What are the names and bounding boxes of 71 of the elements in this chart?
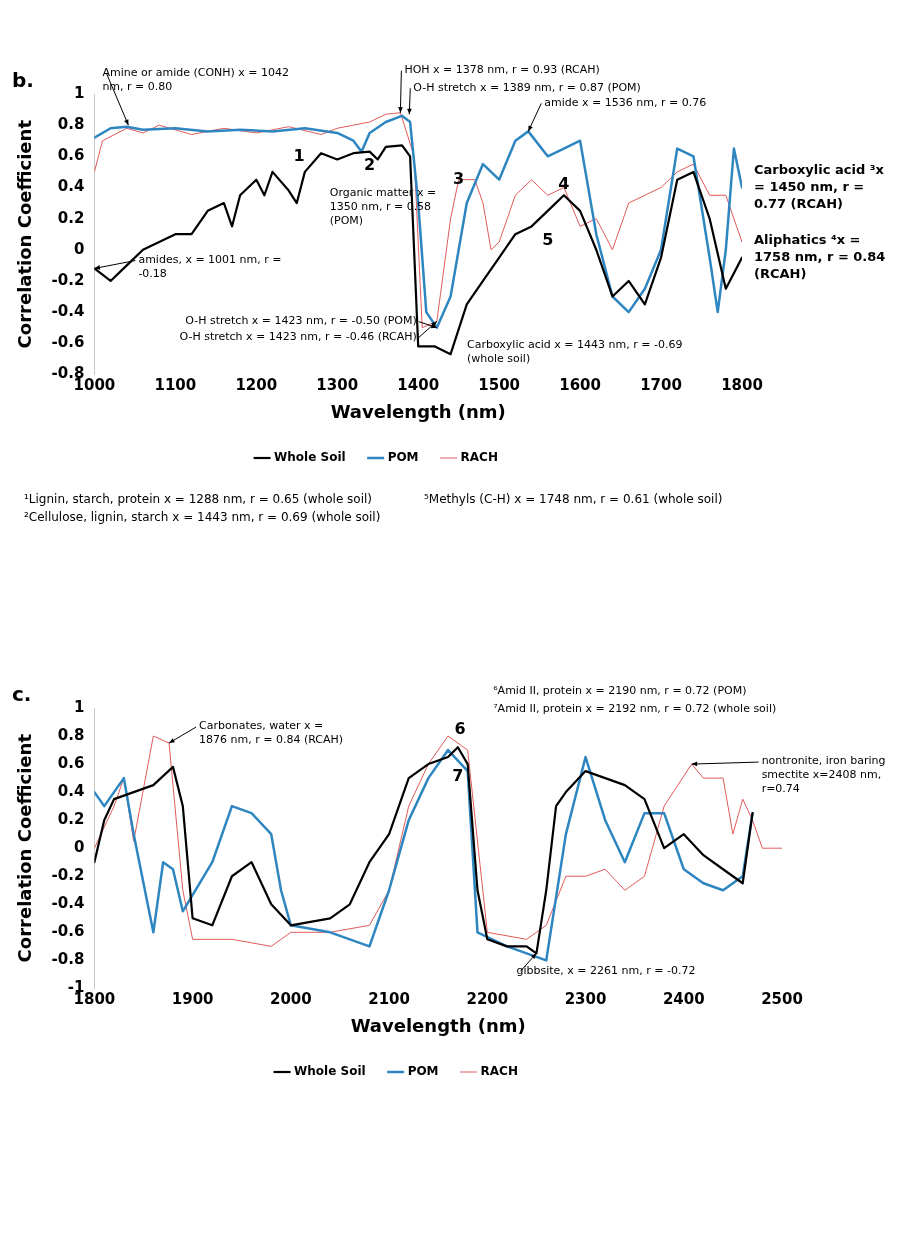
annotation: amides, x = 1001 nm, r = -0.18	[138, 252, 282, 280]
annotation: O-H stretch x = 1423 nm, r = -0.46 (RCAH)	[179, 329, 417, 343]
x-tick-label: 2200	[466, 990, 509, 1009]
x-tick-label: 2500	[761, 990, 803, 1009]
y-tick-label: 0.4	[57, 177, 85, 196]
y-tick-label: -0.4	[51, 894, 85, 913]
legend-label: RACH	[480, 1064, 518, 1079]
annotation: Amine or amide (CONH) x = 1042 nm, r = 0.80	[102, 65, 290, 93]
annotation: 7	[452, 766, 464, 786]
x-tick-label: 2300	[564, 990, 607, 1009]
annotation: 2	[364, 154, 376, 174]
y-tick-label: 0	[73, 239, 85, 258]
y-tick-label: -0.6	[51, 922, 85, 941]
y-tick-label: -0.8	[51, 950, 85, 969]
annotation: gibbsite, x = 2261 nm, r = -0.72	[516, 963, 696, 977]
y-tick-label: -0.4	[51, 301, 85, 320]
x-tick-label: 1200	[235, 376, 278, 395]
annotation: amide x = 1536 nm, r = 0.76	[544, 95, 707, 109]
annotation: Carboxylic acid x = 1443 nm, r = -0.69 (whole soil)	[467, 337, 683, 365]
chart-title: b.	[12, 68, 34, 93]
legend-label: Whole Soil	[294, 1064, 366, 1079]
annotation: 6	[454, 719, 466, 739]
annotation: Carbonates, water x = 1876 nm, r = 0.84 (RCAH)	[199, 719, 344, 747]
y-tick-label: -0.2	[51, 270, 85, 289]
annotation: 3	[453, 168, 465, 188]
annotation: 1	[293, 146, 305, 166]
chart-title: c.	[12, 682, 32, 707]
legend-label: Whole Soil	[274, 450, 346, 465]
legend-label: POM	[387, 450, 419, 465]
x-tick-label: 1600	[559, 376, 601, 395]
y-tick-label: 1	[73, 83, 85, 102]
x-tick-label: 2400	[662, 990, 705, 1009]
y-tick-label: 0.8	[57, 115, 85, 134]
annotation: 4	[558, 173, 570, 193]
annotation: ⁷Amid II, protein x = 2192 nm, r = 0.72 (whole soil)	[493, 702, 777, 716]
x-tick-label: 1400	[397, 376, 440, 395]
y-tick-label: -0.2	[51, 866, 85, 885]
text: ⁶Amid II, protein x = 2190 nm, r = 0.72 (POM)	[493, 684, 747, 698]
x-tick-label: 1500	[478, 376, 521, 395]
annotation: nontronite, iron baring smectite x=2408 nm, r=0.74	[761, 754, 886, 796]
y-tick-label: 0.6	[57, 753, 85, 772]
x-tick-label: 1800	[721, 376, 763, 395]
x-tick-label: 2100	[368, 990, 410, 1009]
text: ⁵Methyls (C-H) x = 1748 nm, r = 0.61 (whole soil)	[424, 492, 724, 506]
x-tick-label: 2000	[269, 990, 312, 1009]
y-tick-label: 0.4	[57, 782, 85, 801]
legend-label: RACH	[460, 450, 498, 465]
y-tick-label: 0.2	[57, 208, 85, 227]
text: Carboxylic acid ³x = 1450 nm, r = 0.77 (RCAH)	[754, 161, 885, 211]
x-tick-label: 1900	[171, 990, 214, 1009]
y-tick-label: 1	[73, 697, 85, 716]
text: ²Cellulose, lignin, starch x = 1443 nm, r = 0.69 (whole soil)	[24, 510, 382, 524]
y-tick-label: 0	[73, 838, 85, 857]
y-axis-title: Correlation Coefficient	[14, 119, 36, 349]
y-tick-label: 0.2	[57, 810, 85, 829]
y-tick-label: 0.6	[57, 146, 85, 165]
y-tick-label: -0.6	[51, 333, 85, 352]
annotation: HOH x = 1378 nm, r = 0.93 (RCAH)	[404, 63, 600, 77]
x-tick-label: 1700	[640, 376, 682, 395]
y-tick-label: 0.8	[57, 725, 85, 744]
annotation: O-H stretch x = 1389 nm, r = 0.87 (POM)	[413, 80, 641, 94]
x-axis-title: Wavelength (nm)	[330, 400, 506, 422]
legend-label: POM	[407, 1064, 439, 1079]
text: ¹Lignin, starch, protein x = 1288 nm, r = 0.65 (whole soil)	[24, 492, 374, 506]
annotation: 5	[542, 229, 554, 249]
annotation: O-H stretch x = 1423 nm, r = -0.50 (POM)	[185, 314, 417, 328]
x-tick-label: 1300	[316, 376, 359, 395]
text: Aliphatics ⁴x = 1758 nm, r = 0.84 (RCAH)	[754, 232, 886, 282]
x-tick-label: 1100	[154, 376, 197, 395]
y-axis-title: Correlation Coefficient	[14, 733, 36, 963]
x-axis-title: Wavelength (nm)	[350, 1014, 526, 1036]
